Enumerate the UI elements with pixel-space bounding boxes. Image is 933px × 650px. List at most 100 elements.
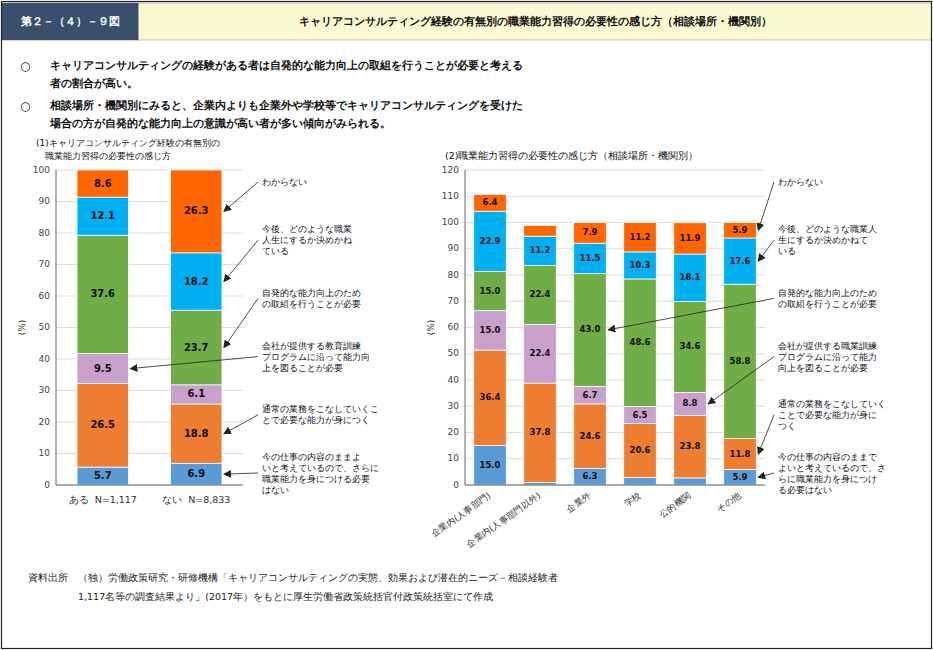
data-label: 48.6 <box>630 337 651 347</box>
y-tick-label: 0 <box>453 480 459 490</box>
bar-segment <box>524 236 557 265</box>
bar-segment <box>77 467 128 485</box>
grid-line <box>465 196 765 197</box>
bar-segment <box>674 223 707 254</box>
data-label: 23.7 <box>184 342 209 353</box>
data-label: 20.6 <box>630 445 651 455</box>
bar-segment <box>574 273 607 386</box>
data-label: 37.8 <box>530 427 551 437</box>
y-axis <box>465 170 466 485</box>
x-tick-label: 公的機関 <box>657 490 692 519</box>
data-label: 8.8 <box>682 398 697 408</box>
data-label: 22.4 <box>530 348 551 358</box>
footnote: 資料出所 （独）労働政策研究・研修機構「キャリアコンサルティングの実態、効果およ… <box>28 572 558 583</box>
data-label: 18.2 <box>184 276 209 287</box>
bar-segment <box>574 223 607 244</box>
data-label: 5.7 <box>94 470 112 481</box>
bar-segment <box>574 468 607 485</box>
y-tick-label: 50 <box>448 348 460 358</box>
annotation-arrow <box>130 357 258 369</box>
footnote: 1,117名等の調査結果より」(2017年）をもとに厚生労働省政策統括官付政策統… <box>28 591 493 602</box>
bar-segment <box>474 350 507 446</box>
bar-segment <box>724 470 757 485</box>
data-label: 11.8 <box>730 449 751 459</box>
bar-segment <box>624 407 657 424</box>
data-label: 6.4 <box>482 197 497 207</box>
bar-segment <box>171 310 222 385</box>
bar-segment <box>171 463 222 485</box>
bar-segment <box>574 386 607 404</box>
data-label: 18.1 <box>680 272 701 282</box>
series-annotation: 今後、どのような職業人生にするか決めかねている <box>262 224 353 256</box>
bar-segment <box>474 271 507 310</box>
bar-segment <box>77 354 128 384</box>
series-annotation: 今の仕事の内容のままでよいと考えているので、さらに職業能力を身につける必要はない <box>778 451 886 494</box>
y-tick-label: 120 <box>442 165 459 175</box>
data-label: 10.3 <box>630 260 651 270</box>
series-annotation: 通常の業務をこなしていくことで必要な能力が身につく <box>778 398 886 430</box>
series-annotation: わからない <box>262 177 307 187</box>
data-label: 12.1 <box>90 210 115 221</box>
data-label: 15.0 <box>480 325 501 335</box>
x-axis <box>465 485 765 486</box>
data-label: 18.8 <box>184 428 209 439</box>
y-axis <box>56 170 57 485</box>
bar-segment <box>624 252 657 279</box>
bar-segment <box>624 279 657 407</box>
data-label: 9.5 <box>94 363 112 374</box>
y-tick-label: 20 <box>448 427 460 437</box>
grid-line <box>56 485 243 486</box>
series-annotation: 今の仕事の内容のままよいと考えているので、さらに職業能力を身につける必要はない <box>262 451 379 494</box>
grid-line <box>465 170 765 171</box>
grid-line <box>465 485 765 486</box>
figure-title: キャリアコンサルティング経験の有無別の職業能力習得の必要性の感じ方（相談場所・機… <box>299 15 772 28</box>
y-tick-label: 30 <box>39 385 51 395</box>
x-tick-label: 企業外 <box>565 490 593 514</box>
series-annotation: 通常の業務をこなしていくことで必要な能力が身につく <box>262 404 379 425</box>
x-axis <box>56 485 243 486</box>
series-annotation: 今後、どのような職業人生にするか決めかねている <box>778 224 877 256</box>
bar-segment <box>574 243 607 273</box>
series-annotation: 会社が提供する教育訓練プログラムに沿って能力向上を図ることが必要 <box>262 340 370 372</box>
bar-segment <box>474 311 507 350</box>
bar-segment <box>524 266 557 325</box>
bar-segment <box>724 439 757 470</box>
bar-segment <box>474 446 507 485</box>
annotation-arrow <box>224 182 258 211</box>
bullet: ○ <box>20 59 30 73</box>
summary-line: キャリアコンサルティングの経験がある者は自発的な能力向上の取組を行うことが必要と… <box>50 59 523 72</box>
y-axis-label: (%) <box>17 320 27 336</box>
data-label: 22.9 <box>480 236 501 246</box>
x-tick-label: ない N=8,833 <box>162 494 230 505</box>
series-annotation: わからない <box>778 177 823 187</box>
header-label-box <box>2 3 139 40</box>
x-tick-label: 企業内(人事部門以外) <box>465 490 543 549</box>
data-label: 15.0 <box>480 460 501 470</box>
data-label: 5.9 <box>732 472 747 482</box>
data-label: 34.6 <box>680 341 701 351</box>
data-label: 24.6 <box>580 431 601 441</box>
data-label: 8.6 <box>94 178 112 189</box>
x-tick-label: ある N=1,117 <box>69 494 137 505</box>
annotation-arrow <box>758 473 774 477</box>
bar-segment <box>674 254 707 302</box>
y-tick-label: 50 <box>39 322 51 332</box>
annotation-arrow <box>758 240 774 261</box>
bar-segment <box>724 238 757 284</box>
border <box>2 2 932 649</box>
annotation-arrow <box>608 298 774 329</box>
y-tick-label: 40 <box>448 375 460 385</box>
y-axis-label: (%) <box>426 320 436 336</box>
bar-segment <box>171 170 222 253</box>
data-label: 6.3 <box>582 471 597 481</box>
grid-line <box>465 222 765 223</box>
y-tick-label: 60 <box>39 291 51 301</box>
data-label: 37.6 <box>90 288 115 299</box>
y-tick-label: 10 <box>39 448 51 458</box>
data-label: 22.4 <box>530 289 551 299</box>
bar-segment <box>674 415 707 477</box>
bar-segment <box>77 235 128 353</box>
y-tick-label: 40 <box>39 354 51 364</box>
x-tick-label: その他 <box>715 490 743 514</box>
x-tick-label: 学校 <box>622 490 642 509</box>
